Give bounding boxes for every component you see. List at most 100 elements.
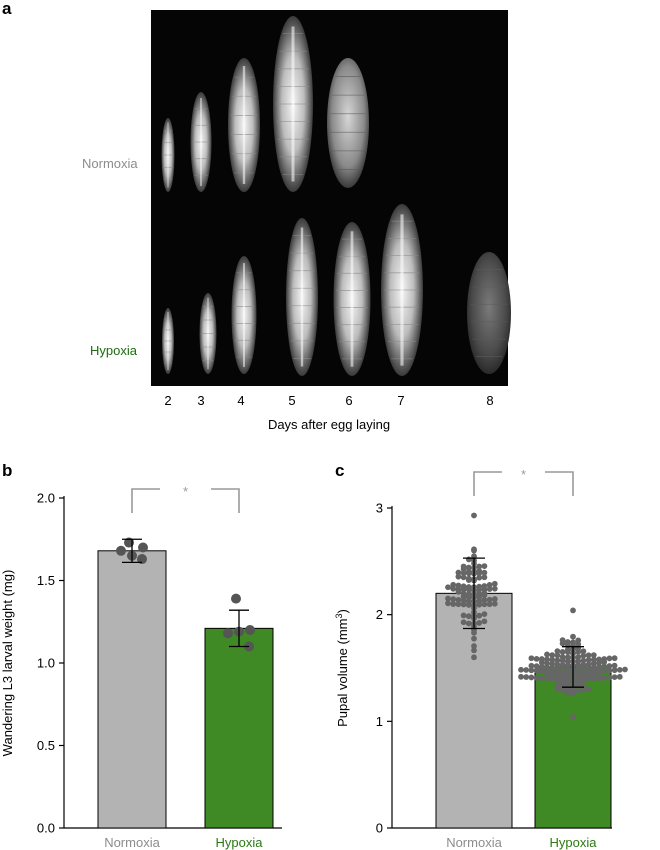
data-point (465, 584, 472, 590)
data-point (580, 652, 587, 659)
data-point (580, 657, 587, 664)
category-label-hypoxia: Hypoxia (216, 835, 264, 850)
data-point (486, 586, 493, 592)
data-point (575, 687, 582, 694)
category-label-normoxia: Normoxia (446, 835, 502, 850)
data-point (554, 657, 561, 664)
data-point (481, 597, 488, 603)
data-point (575, 654, 582, 661)
larva-specimen (161, 118, 175, 192)
day-label: 8 (486, 393, 493, 408)
data-point (116, 545, 126, 556)
panel-letter-a: a (2, 0, 12, 18)
photo-xlabel: Days after egg laying (268, 417, 390, 432)
larva-specimen (273, 16, 313, 192)
data-point (465, 598, 472, 605)
data-point (476, 563, 483, 570)
data-point (622, 666, 628, 673)
data-point (533, 656, 540, 662)
data-point (554, 669, 561, 676)
data-point (596, 675, 602, 682)
y-tick-label: 0.0 (37, 821, 55, 836)
data-point (585, 686, 592, 693)
data-point (580, 648, 587, 655)
data-point (450, 601, 457, 607)
data-point (471, 643, 477, 649)
y-axis-label: Pupal volume (mm3) (334, 609, 350, 727)
data-point (575, 641, 582, 648)
data-point (481, 569, 488, 576)
data-point (544, 675, 550, 682)
data-point (575, 669, 582, 676)
data-point (465, 613, 472, 620)
day-label: 4 (237, 393, 244, 408)
larva-specimen (333, 222, 371, 376)
data-point (471, 654, 477, 661)
larva-specimen (190, 92, 212, 192)
data-point (465, 568, 472, 575)
larva-specimen (231, 256, 257, 374)
data-point (481, 583, 488, 589)
day-label: 7 (397, 393, 404, 408)
larva-specimen (381, 204, 423, 376)
data-point (538, 656, 545, 662)
bar-normoxia (97, 550, 167, 829)
data-point (460, 612, 467, 619)
data-point (455, 569, 462, 576)
data-point (564, 677, 571, 684)
data-point (606, 667, 613, 674)
data-point (616, 666, 623, 673)
data-point (460, 619, 467, 626)
larvae-photo (151, 10, 511, 386)
data-point (137, 554, 147, 565)
data-point (544, 668, 550, 675)
y-tick-label: 1 (376, 714, 383, 729)
data-point (611, 667, 618, 674)
y-tick-label: 2.0 (37, 491, 55, 506)
data-point (585, 669, 592, 675)
data-point (518, 666, 524, 673)
data-point (606, 663, 613, 669)
data-point (450, 585, 457, 592)
data-point (486, 601, 493, 608)
data-point (549, 675, 556, 682)
data-point (486, 582, 493, 588)
data-point (471, 647, 477, 654)
data-point (585, 652, 592, 659)
data-point (538, 668, 545, 674)
data-point (450, 581, 457, 588)
data-point (460, 583, 467, 590)
data-point (471, 635, 477, 642)
data-point (455, 601, 462, 608)
data-point (554, 648, 561, 655)
category-label-normoxia: Normoxia (104, 835, 160, 850)
data-point (606, 674, 613, 681)
day-label: 5 (288, 393, 295, 408)
panel-letter-c: c (335, 461, 344, 480)
data-point (445, 584, 451, 591)
data-point (450, 596, 457, 603)
data-point (601, 663, 608, 670)
data-point (455, 573, 462, 580)
data-point (465, 575, 472, 582)
data-point (481, 574, 488, 581)
data-point (533, 667, 540, 674)
data-point (549, 652, 556, 659)
data-point (445, 600, 451, 607)
y-tick-label: 0 (376, 821, 383, 836)
data-point (575, 637, 582, 644)
data-point (564, 658, 571, 665)
data-point (491, 600, 498, 607)
data-point (486, 596, 493, 603)
data-point (590, 652, 597, 659)
data-point (476, 598, 483, 605)
chart-larval-weight: 0.0 0.5 1.0 1.5 2.0 Wandering L3 larval weigh… (0, 484, 282, 850)
data-point (476, 612, 483, 619)
data-point (544, 656, 550, 663)
data-point (471, 512, 477, 519)
data-point (544, 651, 550, 658)
larva-specimen (286, 218, 318, 376)
data-point (523, 667, 530, 673)
data-point (575, 658, 582, 665)
data-point (611, 662, 618, 669)
